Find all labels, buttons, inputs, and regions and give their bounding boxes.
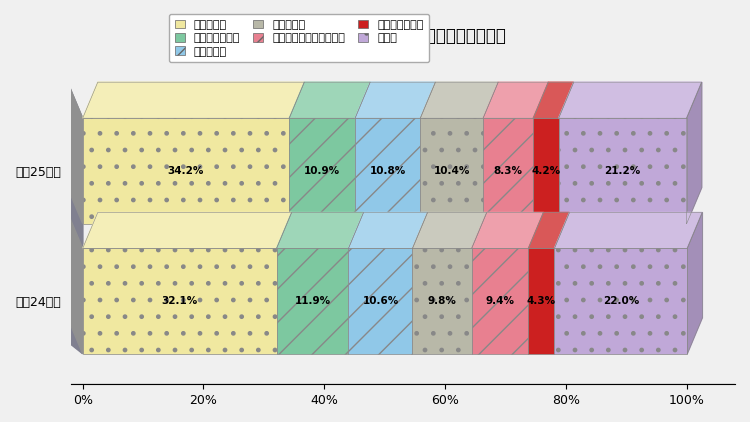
Text: 32.1%: 32.1%: [161, 296, 198, 306]
Text: 10.9%: 10.9%: [304, 166, 340, 176]
Bar: [420, 118, 483, 224]
Bar: [413, 249, 472, 354]
Text: 34.2%: 34.2%: [168, 166, 204, 176]
Text: 4.2%: 4.2%: [532, 166, 560, 176]
Polygon shape: [420, 82, 498, 118]
Bar: [82, 118, 290, 224]
Text: 10.6%: 10.6%: [362, 296, 398, 306]
Polygon shape: [687, 212, 703, 354]
Polygon shape: [554, 212, 703, 249]
Polygon shape: [68, 212, 82, 354]
Bar: [559, 118, 687, 224]
Polygon shape: [68, 82, 82, 224]
Bar: [82, 249, 277, 354]
Polygon shape: [529, 212, 569, 249]
Bar: [355, 118, 420, 224]
Polygon shape: [82, 212, 292, 249]
Bar: [483, 118, 533, 224]
Text: 10.8%: 10.8%: [370, 166, 406, 176]
Polygon shape: [483, 82, 548, 118]
Legend: 製　造　業, 卸売業、小売業, 医療、福祉, 建　設　業, 宿泊業、飲料サービス業, 運輸業、郵便業, その他: 製 造 業, 卸売業、小売業, 医療、福祉, 建 設 業, 宿泊業、飲料サービス…: [170, 14, 429, 62]
Polygon shape: [68, 82, 82, 354]
Polygon shape: [413, 212, 487, 249]
Bar: [533, 118, 559, 224]
Text: 9.4%: 9.4%: [485, 296, 514, 306]
Text: 22.0%: 22.0%: [603, 296, 639, 306]
Polygon shape: [687, 82, 702, 224]
Bar: [290, 118, 355, 224]
Bar: [529, 249, 554, 354]
Text: 10.4%: 10.4%: [433, 166, 470, 176]
Bar: [349, 249, 412, 354]
Bar: [554, 249, 687, 354]
Polygon shape: [349, 212, 427, 249]
Polygon shape: [559, 82, 702, 118]
Polygon shape: [82, 82, 304, 118]
Text: 21.2%: 21.2%: [604, 166, 640, 176]
Text: 11.9%: 11.9%: [295, 296, 331, 306]
Text: 9.8%: 9.8%: [427, 296, 457, 306]
Text: 8.3%: 8.3%: [494, 166, 523, 176]
Polygon shape: [533, 82, 574, 118]
Polygon shape: [472, 212, 544, 249]
Polygon shape: [355, 82, 436, 118]
Polygon shape: [290, 82, 370, 118]
Text: 4.3%: 4.3%: [526, 296, 556, 306]
Bar: [277, 249, 349, 354]
Title: 図10:高等学校卒業者の産業別就業者の推移: 図10:高等学校卒業者の産業別就業者の推移: [299, 27, 506, 45]
Bar: [472, 249, 529, 354]
Polygon shape: [60, 100, 82, 354]
Polygon shape: [277, 212, 364, 249]
